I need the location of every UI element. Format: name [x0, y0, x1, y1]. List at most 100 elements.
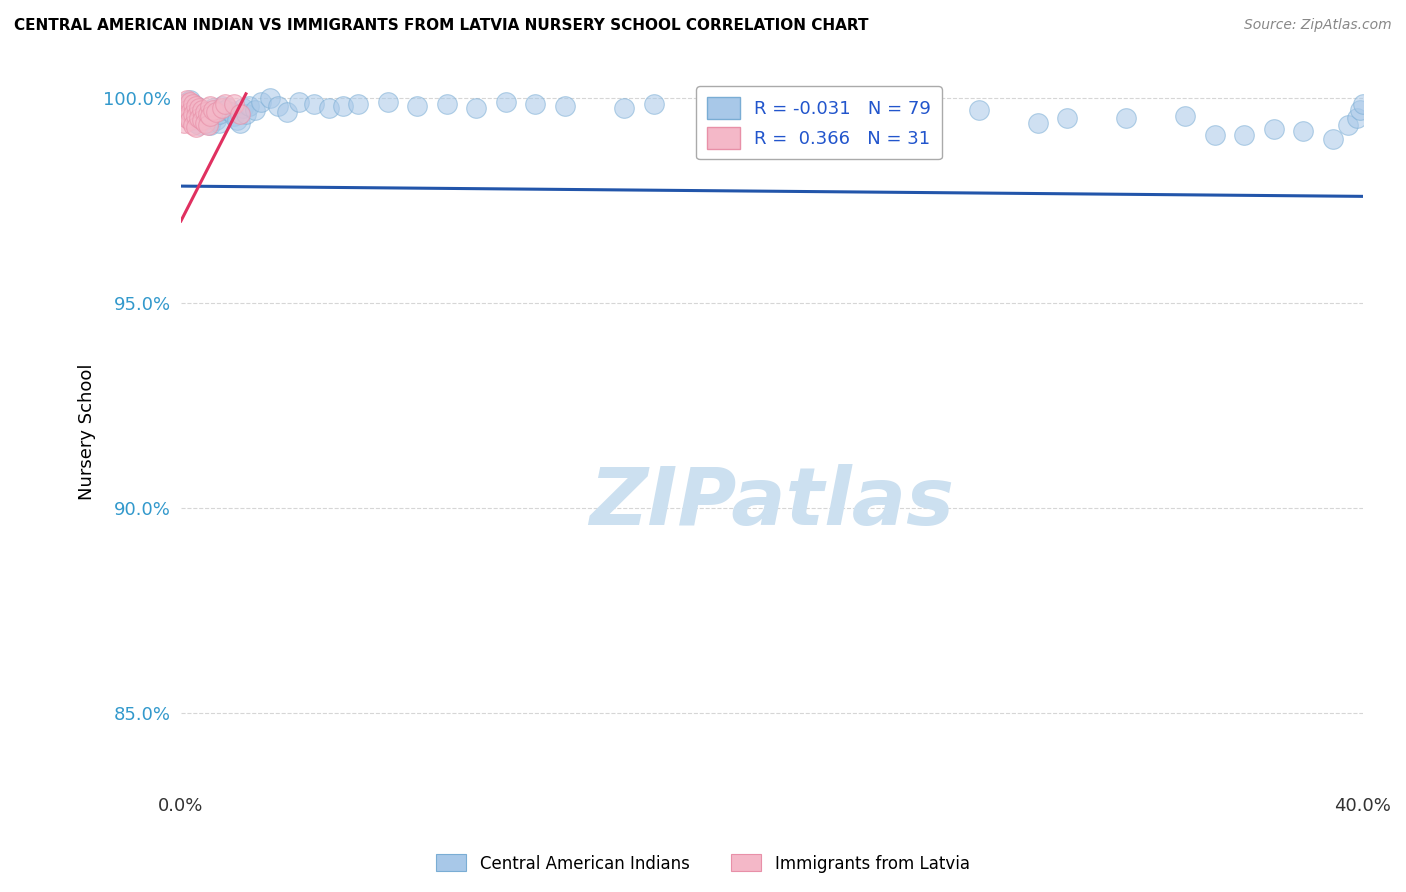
- Point: [187, 101, 209, 115]
- Point: [1322, 132, 1344, 146]
- Point: [179, 93, 201, 107]
- Point: [190, 112, 212, 126]
- Point: [1348, 103, 1371, 118]
- Point: [179, 109, 201, 123]
- Text: Source: ZipAtlas.com: Source: ZipAtlas.com: [1244, 18, 1392, 32]
- Point: [197, 118, 219, 132]
- Point: [176, 103, 198, 118]
- Point: [176, 93, 198, 107]
- Point: [184, 115, 207, 129]
- Point: [243, 103, 266, 118]
- Point: [193, 115, 215, 129]
- Point: [208, 115, 231, 129]
- Point: [190, 113, 212, 128]
- Point: [232, 101, 254, 115]
- Point: [495, 95, 517, 109]
- Point: [267, 99, 290, 113]
- Point: [229, 115, 252, 129]
- Point: [224, 109, 246, 123]
- Point: [211, 101, 233, 115]
- Point: [1346, 112, 1368, 126]
- Point: [179, 101, 201, 115]
- Point: [702, 95, 724, 109]
- Point: [202, 112, 225, 126]
- Text: CENTRAL AMERICAN INDIAN VS IMMIGRANTS FROM LATVIA NURSERY SCHOOL CORRELATION CHA: CENTRAL AMERICAN INDIAN VS IMMIGRANTS FR…: [14, 18, 869, 33]
- Point: [214, 103, 236, 118]
- Point: [731, 105, 754, 120]
- Point: [302, 97, 325, 112]
- Point: [181, 97, 204, 112]
- Point: [181, 107, 204, 121]
- Point: [377, 95, 399, 109]
- Point: [173, 107, 195, 121]
- Point: [173, 97, 195, 112]
- Point: [187, 101, 209, 115]
- Point: [208, 107, 231, 121]
- Point: [200, 118, 222, 132]
- Point: [820, 107, 842, 121]
- Point: [217, 101, 239, 115]
- Point: [224, 97, 246, 112]
- Point: [179, 113, 201, 128]
- Point: [181, 97, 204, 112]
- Point: [173, 107, 195, 121]
- Point: [229, 107, 252, 121]
- Point: [173, 97, 195, 112]
- Point: [761, 101, 783, 115]
- Point: [179, 95, 201, 109]
- Point: [259, 91, 281, 105]
- Point: [184, 109, 207, 123]
- Point: [1204, 128, 1226, 142]
- Point: [347, 97, 370, 112]
- Point: [1174, 109, 1197, 123]
- Point: [879, 108, 901, 122]
- Y-axis label: Nursery School: Nursery School: [79, 364, 96, 500]
- Point: [187, 109, 209, 123]
- Point: [332, 99, 354, 113]
- Point: [554, 99, 576, 113]
- Point: [238, 99, 260, 113]
- Text: ZIPatlas: ZIPatlas: [589, 464, 955, 542]
- Point: [318, 101, 340, 115]
- Point: [288, 95, 311, 109]
- Point: [214, 97, 236, 112]
- Point: [187, 112, 209, 126]
- Point: [176, 103, 198, 118]
- Point: [200, 109, 222, 123]
- Point: [1337, 118, 1360, 132]
- Point: [184, 99, 207, 113]
- Legend: Central American Indians, Immigrants from Latvia: Central American Indians, Immigrants fro…: [430, 847, 976, 880]
- Point: [181, 118, 204, 132]
- Point: [205, 105, 228, 120]
- Point: [465, 101, 488, 115]
- Point: [205, 105, 228, 120]
- Point: [205, 113, 228, 128]
- Point: [276, 105, 298, 120]
- Point: [1263, 121, 1285, 136]
- Point: [181, 105, 204, 120]
- Legend: R = -0.031   N = 79, R =  0.366   N = 31: R = -0.031 N = 79, R = 0.366 N = 31: [696, 87, 942, 160]
- Point: [190, 103, 212, 118]
- Point: [173, 115, 195, 129]
- Point: [193, 113, 215, 128]
- Point: [190, 103, 212, 118]
- Point: [219, 105, 242, 120]
- Point: [1351, 97, 1374, 112]
- Point: [200, 99, 222, 113]
- Point: [184, 99, 207, 113]
- Point: [967, 103, 990, 118]
- Point: [197, 107, 219, 121]
- Point: [197, 115, 219, 129]
- Point: [1233, 128, 1256, 142]
- Point: [176, 95, 198, 109]
- Point: [406, 99, 429, 113]
- Point: [235, 107, 257, 121]
- Point: [193, 105, 215, 120]
- Point: [1292, 124, 1315, 138]
- Point: [643, 97, 665, 112]
- Point: [184, 120, 207, 134]
- Point: [176, 112, 198, 126]
- Point: [1026, 115, 1049, 129]
- Point: [908, 101, 931, 115]
- Point: [226, 113, 249, 128]
